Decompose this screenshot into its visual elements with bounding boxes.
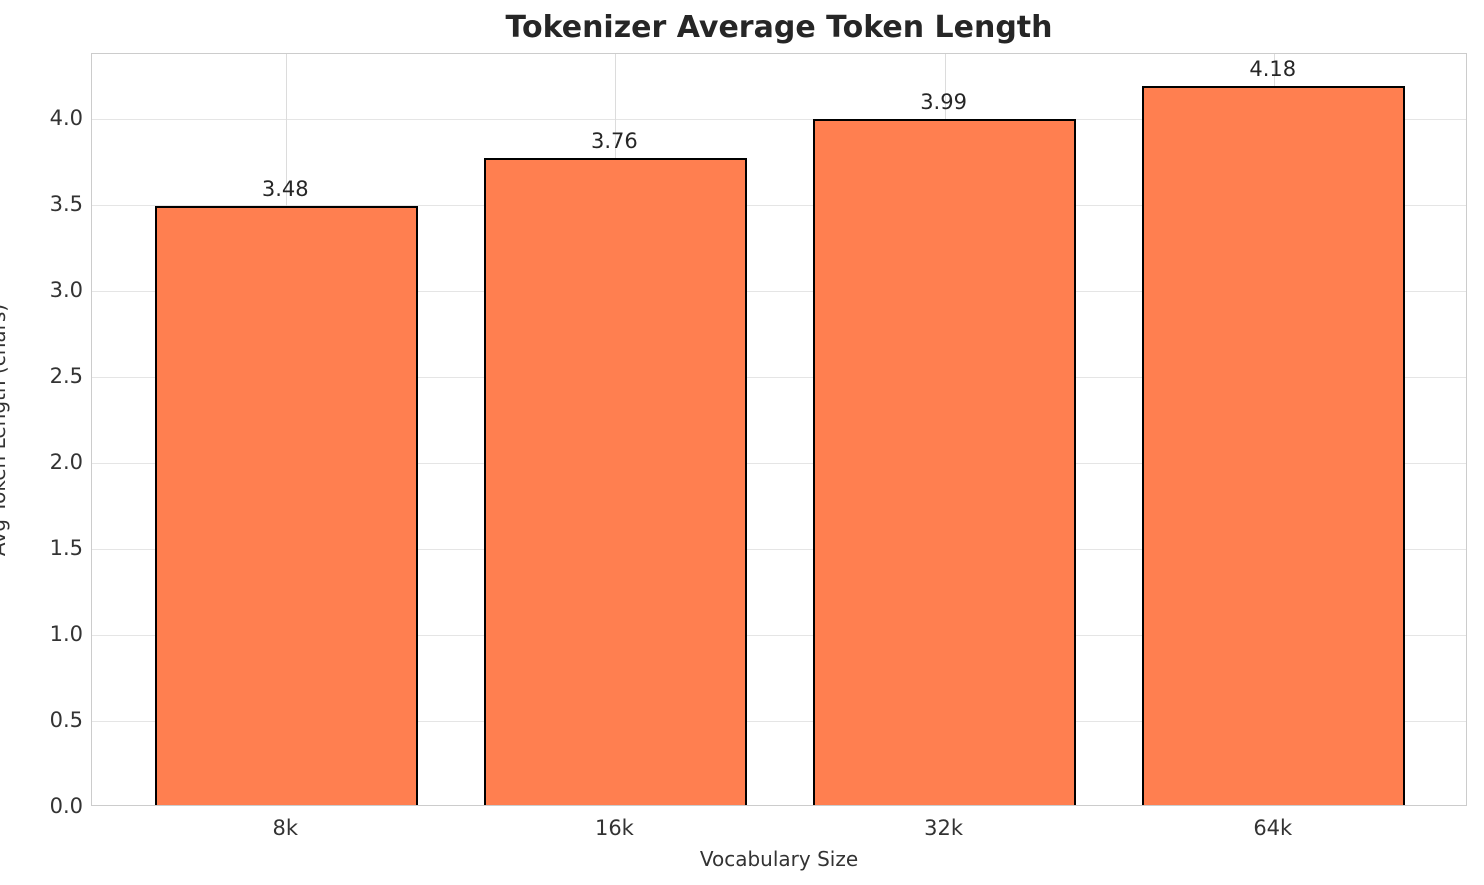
x-tick-label-32k: 32k	[924, 816, 964, 840]
y-axis-label: Avg Token Length (chars)	[0, 303, 10, 557]
x-tick-label-8k: 8k	[272, 816, 298, 840]
plot-area	[91, 53, 1467, 806]
bar-value-label: 3.48	[261, 177, 309, 202]
h-gridline	[92, 463, 1466, 464]
y-tick-label: 3.5	[49, 192, 83, 216]
bar-8k	[154, 206, 418, 805]
h-gridline	[92, 205, 1466, 206]
x-tick-label-16k: 16k	[594, 816, 634, 840]
y-tick-label: 0.0	[49, 794, 83, 818]
chart-title: Tokenizer Average Token Length	[505, 10, 1053, 45]
y-tick-label: 1.5	[49, 536, 83, 560]
h-gridline	[92, 291, 1466, 292]
bar-value-label: 3.99	[920, 89, 967, 114]
y-tick-label: 0.5	[49, 708, 83, 732]
bar-64k	[1142, 86, 1406, 805]
y-tick-label: 4.0	[49, 106, 83, 130]
x-tick-label-64k: 64k	[1253, 816, 1293, 840]
bar-value-label: 4.18	[1249, 57, 1297, 82]
h-gridline	[92, 635, 1466, 636]
y-tick-label: 2.5	[49, 364, 83, 388]
y-tick-label: 2.0	[49, 450, 83, 474]
bar-value-label: 3.76	[591, 129, 638, 154]
y-tick-label: 3.0	[49, 278, 83, 302]
h-gridline	[92, 549, 1466, 550]
y-tick-label: 1.0	[49, 622, 83, 646]
bar-16k	[483, 158, 748, 805]
x-axis-label: Vocabulary Size	[699, 847, 859, 871]
h-gridline	[92, 721, 1466, 722]
bar-32k	[812, 118, 1077, 805]
h-gridline	[92, 377, 1466, 378]
h-gridline	[92, 119, 1466, 120]
